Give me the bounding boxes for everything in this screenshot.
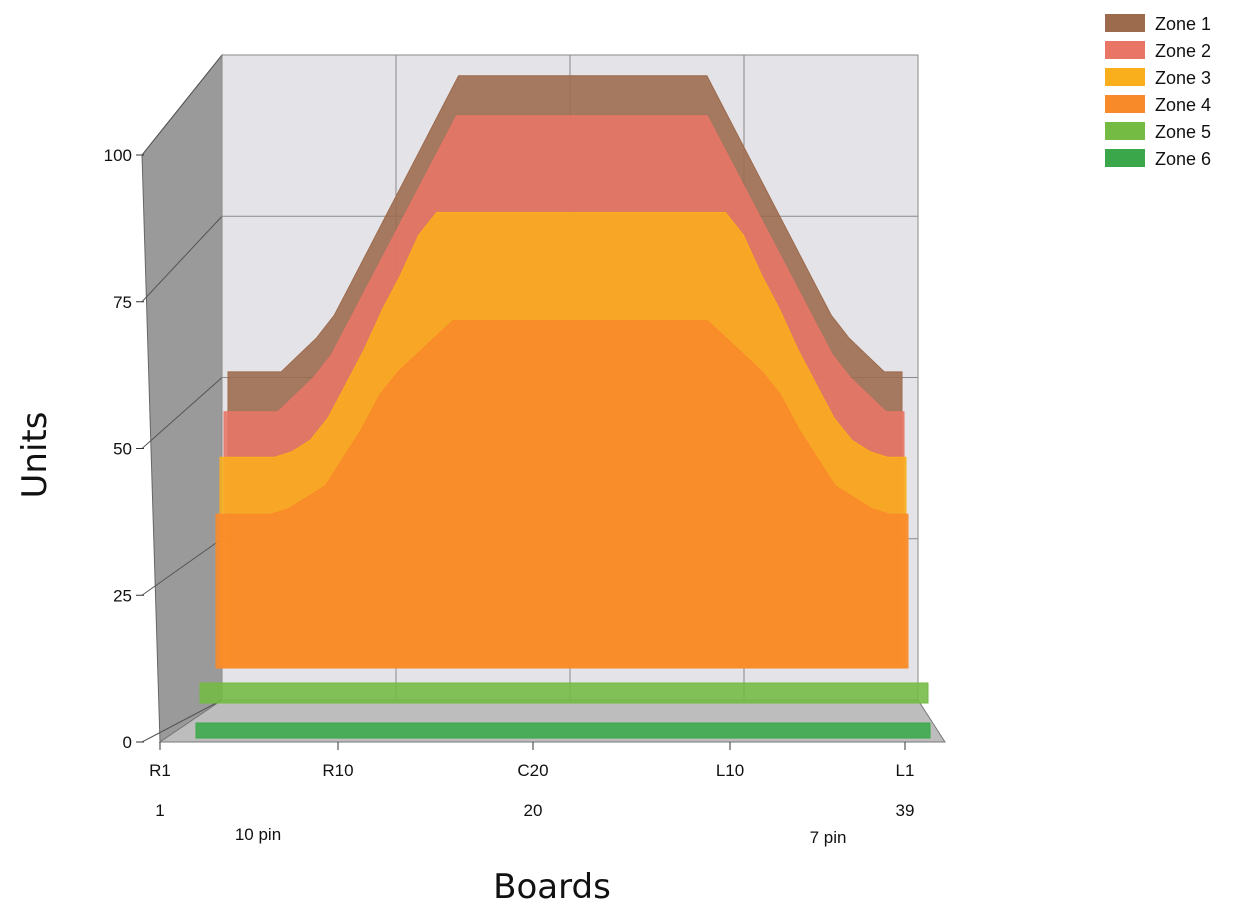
grid-line-side xyxy=(141,699,223,743)
x-tick-label: C20 xyxy=(517,761,548,780)
legend-label: Zone 1 xyxy=(1155,14,1211,34)
y-tick-label: 100 xyxy=(104,146,132,165)
legend-swatch xyxy=(1105,41,1145,59)
series-layer xyxy=(195,75,931,739)
y-tick-label: 75 xyxy=(113,293,132,312)
legend-swatch xyxy=(1105,95,1145,113)
legend-swatch xyxy=(1105,149,1145,167)
x-sub-labels: 1 20 39 xyxy=(155,801,914,820)
legend-swatch xyxy=(1105,122,1145,140)
side-wall xyxy=(141,53,223,743)
annotation-label: 10 pin xyxy=(235,825,281,844)
x-axis-title: Boards xyxy=(493,867,611,905)
grid-line-side xyxy=(141,215,223,303)
y-tick-label: 25 xyxy=(113,586,132,605)
legend-swatch xyxy=(1105,14,1145,32)
x-sub-label: 1 xyxy=(155,801,164,820)
y-tick-label: 0 xyxy=(123,733,132,752)
grid-line-side xyxy=(141,54,223,156)
y-tick-label: 50 xyxy=(113,440,132,459)
x-tick-label: R10 xyxy=(322,761,353,780)
x-axis: R1 R10 C20 L10 L1 xyxy=(149,742,914,780)
x-tick-label: R1 xyxy=(149,761,171,780)
annotation-label: 7 pin xyxy=(810,828,847,847)
x-tick-label: L10 xyxy=(716,761,744,780)
legend: Zone 1 Zone 2 Zone 3 Zone 4 Zone 5 Zone 6 xyxy=(1105,14,1211,169)
annotations: 10 pin 7 pin xyxy=(235,825,847,847)
legend-label: Zone 4 xyxy=(1155,95,1211,115)
legend-label: Zone 6 xyxy=(1155,149,1211,169)
x-tick-label: L1 xyxy=(896,761,915,780)
grid-line-side xyxy=(141,377,223,449)
y-axis-title: Units xyxy=(15,412,55,499)
series-zone-6 xyxy=(195,722,931,739)
series-zone-4 xyxy=(215,320,909,669)
legend-label: Zone 2 xyxy=(1155,41,1211,61)
x-sub-label: 39 xyxy=(896,801,915,820)
y-axis: 0 25 50 75 100 xyxy=(104,146,144,752)
series-zone-5 xyxy=(199,682,929,704)
grid-line-side xyxy=(141,538,223,596)
legend-label: Zone 5 xyxy=(1155,122,1211,142)
legend-swatch xyxy=(1105,68,1145,86)
x-sub-label: 20 xyxy=(524,801,543,820)
legend-label: Zone 3 xyxy=(1155,68,1211,88)
